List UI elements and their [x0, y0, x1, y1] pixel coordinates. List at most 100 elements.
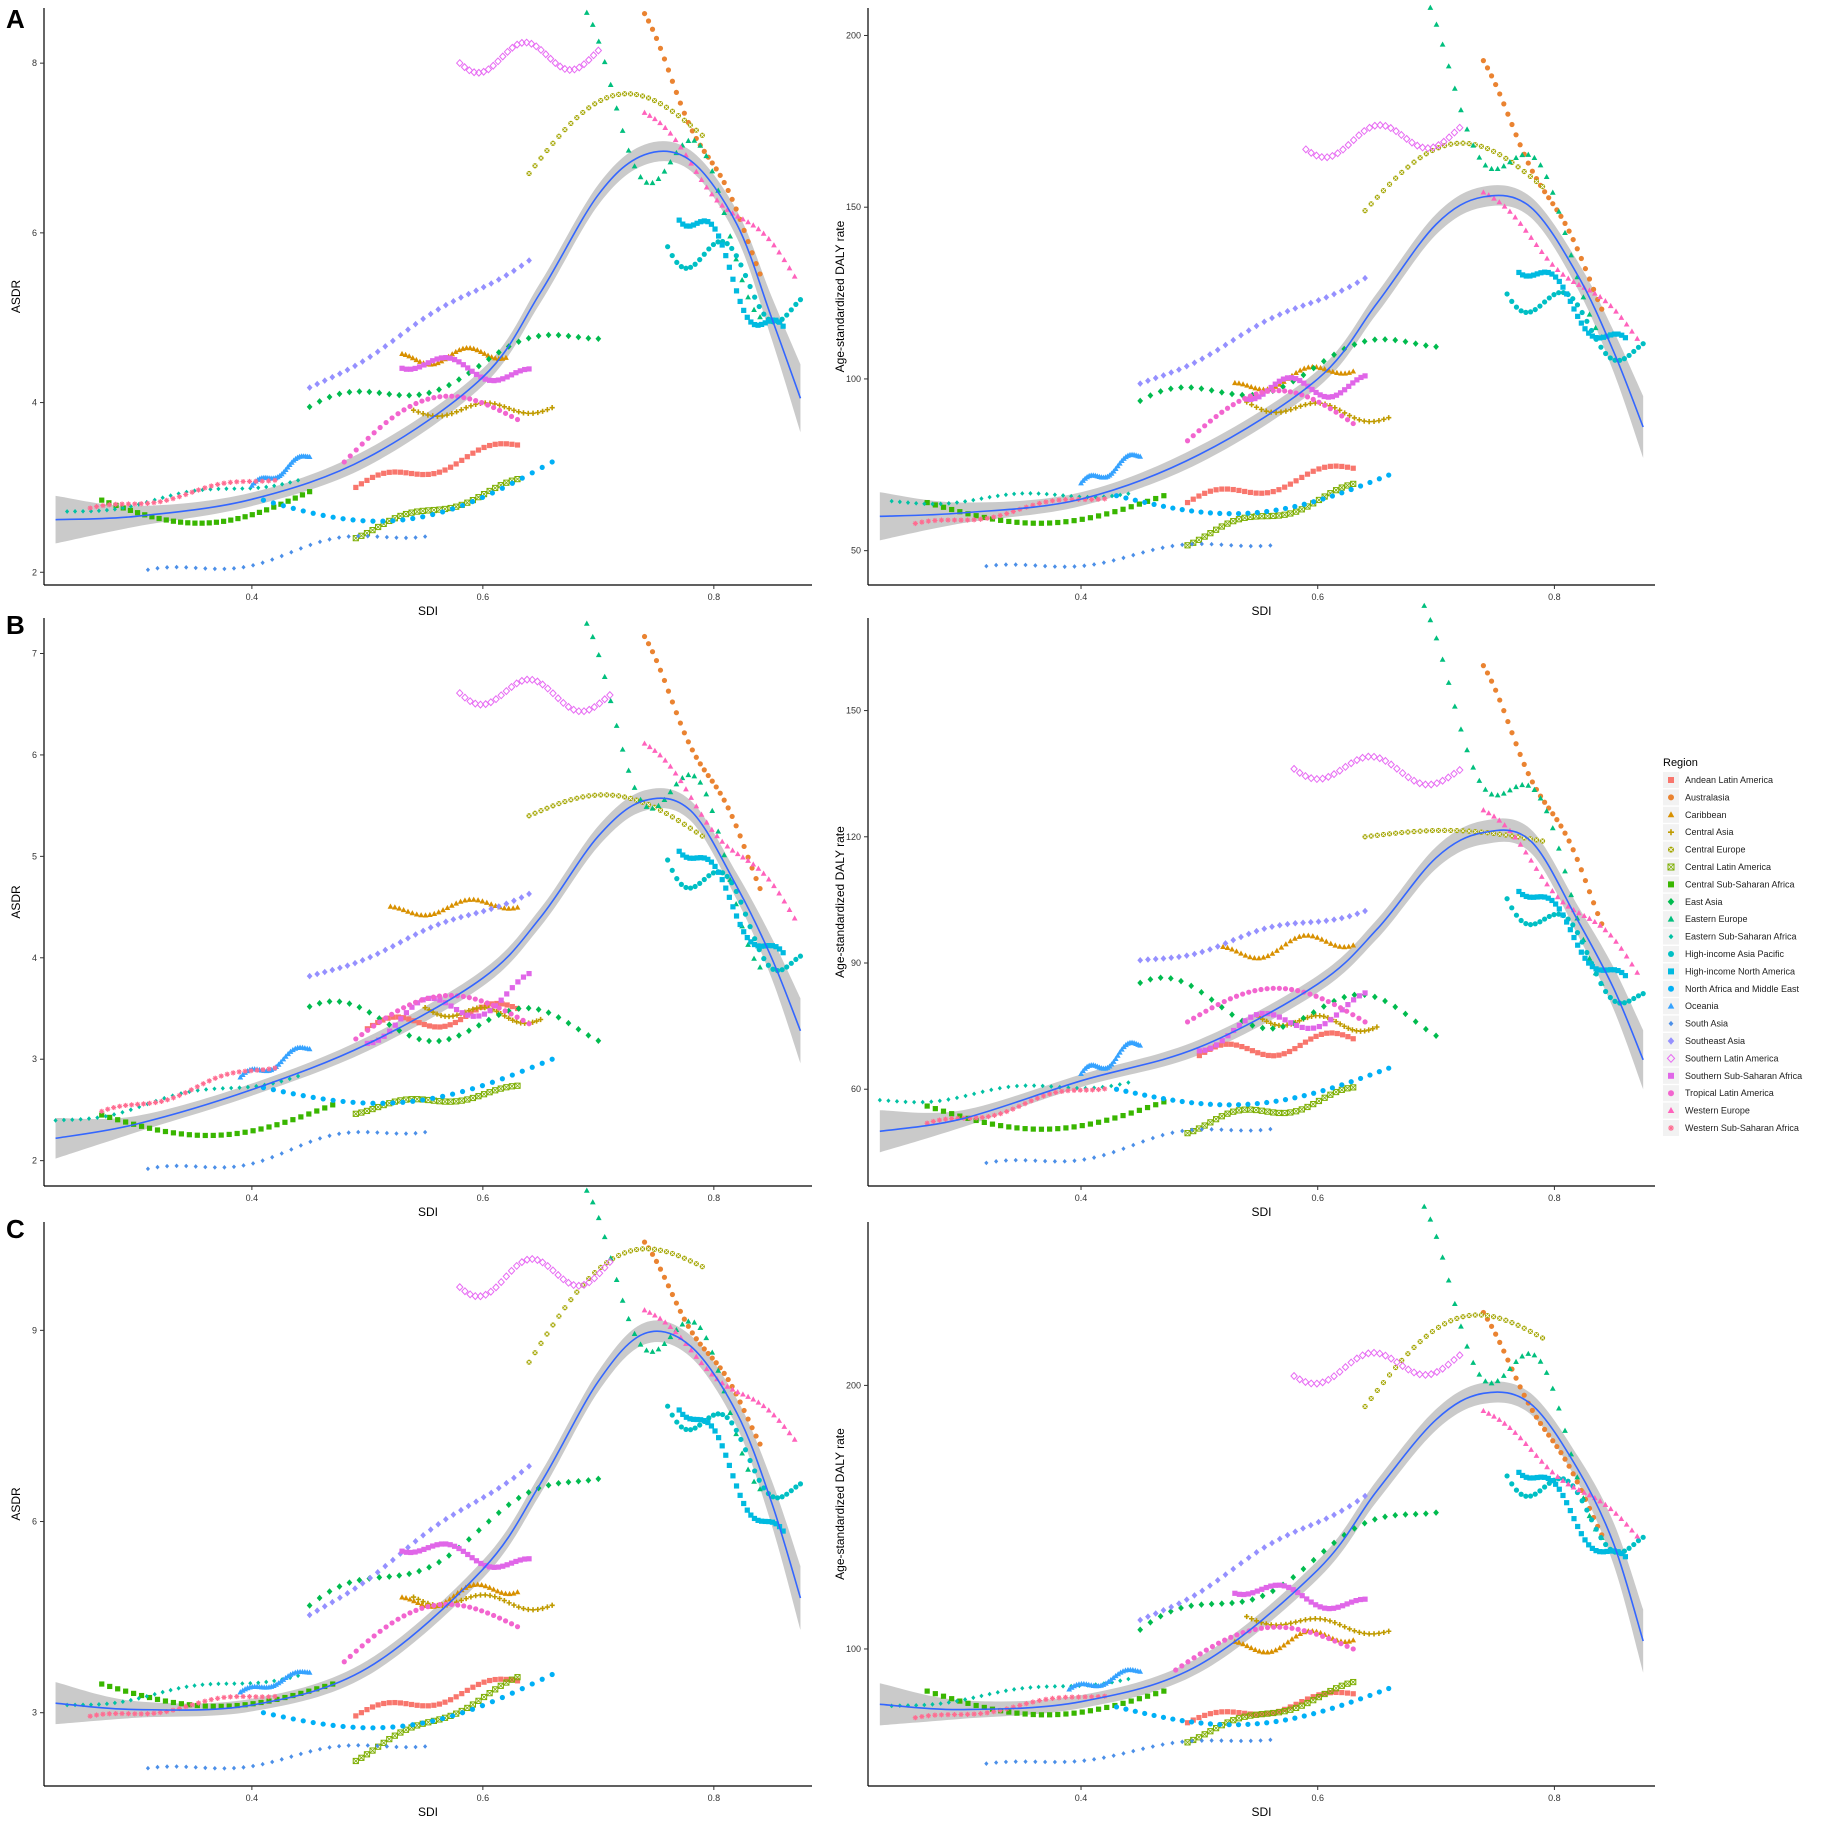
data-point: High-income Asia Pacific: 0.839, 142.24 [1598, 1535, 1604, 1541]
data-point: North Africa and Middle East: 0.582, 2.6… [459, 1088, 466, 1095]
data-point: Southern Sub-Saharan Africa: 0.572, 4.52 [447, 355, 453, 361]
data-point: Eastern Sub-Saharan Africa: 0.288, 3.17 [120, 1699, 125, 1705]
data-point: High-income North America: 0.795, 6.13 [705, 219, 711, 225]
data-point: Southern Latin America: 0.638, 8.24 [522, 38, 531, 47]
data-point: Southern Sub-Saharan Africa: 0.606, 115.… [1322, 1605, 1328, 1611]
data-point: Caribbean: 0.599, 5.00 [478, 1581, 485, 1588]
data-point: North Africa and Middle East: 0.427, 2.9… [280, 1714, 286, 1720]
data-point: Central Europe: 0.790, 5.20 [699, 833, 705, 839]
data-point: North Africa and Middle East: 0.444, 2.6… [300, 1093, 306, 1099]
data-point: Central Europe: 0.743, 226.48 [1484, 1313, 1491, 1319]
data-point: Southern Sub-Saharan Africa: 0.549, 121.… [1254, 1588, 1260, 1594]
data-point: Western Sub-Saharan Africa: 0.288, 75.08 [945, 1712, 951, 1718]
data-point: Western Europe: 0.834, 6.09 [750, 222, 757, 228]
data-point: Andean Latin America: 0.611, 3.52 [492, 1676, 498, 1683]
data-point: Southern Sub-Saharan Africa: 0.572, 5.64 [447, 1542, 453, 1548]
data-point: South Asia: 0.351, 2.14 [193, 1764, 198, 1770]
data-point: North Africa and Middle East: 0.539, 2.8… [410, 1722, 416, 1728]
data-point: Australasia: 0.812, 169.34 [1566, 1463, 1572, 1469]
data-point: Western Sub-Saharan Africa: 0.321, 3.00 [157, 1710, 163, 1716]
data-point: Central Sub-Saharan Africa: 0.401, 51.35 [1079, 1123, 1085, 1129]
data-point: Southern Latin America: 0.604, 201.16 [1318, 1378, 1327, 1387]
data-point: Western Sub-Saharan Africa: 0.332, 2.87 [170, 496, 176, 502]
data-point: Andean Latin America: 0.558, 3.12 [431, 1702, 437, 1708]
data-point: Central Europe: 0.645, 120.18 [1368, 833, 1374, 839]
data-point: Oceania: 0.450, 3.63 [306, 1669, 313, 1675]
data-point: Central Europe: 0.712, 5.60 [610, 792, 616, 798]
data-point: Caribbean: 0.561, 98.93 [1268, 1648, 1275, 1654]
data-point: Tropical Latin America: 0.583, 83.43 [1295, 988, 1301, 994]
data-point: Tropical Latin America: 0.506, 99.57 [1203, 1647, 1209, 1653]
data-point: High-income North America: 0.786, 165.05 [1534, 1474, 1540, 1481]
data-point: Central Asia: 0.650, 3.39 [538, 1016, 544, 1023]
data-point: Eastern Europe: 0.742, 201.54 [1482, 1378, 1489, 1384]
data-point: Central Asia: 0.544, 111.46 [1249, 1616, 1255, 1622]
data-point: Caribbean: 0.544, 97.65 [1248, 383, 1255, 390]
data-point: Eastern Europe: 0.835, 5.09 [751, 306, 757, 312]
data-point: Western Europe: 0.839, 98.87 [1597, 922, 1603, 928]
data-point: High-income Asia Pacific: 0.827, 116.78 [1584, 318, 1590, 324]
data-point: Southern Sub-Saharan Africa: 0.543, 94.0… [1248, 396, 1254, 403]
data-point: Southern Latin America: 0.662, 173.05 [1386, 123, 1395, 133]
series-central-europe: Central Europe: 0.640, 6.70Central Europ… [526, 91, 705, 177]
data-point: South Asia: 0.335, 1.95 [174, 1163, 179, 1169]
data-point: South Asia: 0.337, 57.13 [1003, 1759, 1009, 1765]
data-point: Western Europe: 0.839, 4.88 [755, 865, 762, 871]
data-point: South Asia: 0.552, 51.35 [1258, 543, 1263, 549]
data-point: Central Sub-Saharan Africa: 0.339, 76.05 [1006, 1709, 1012, 1715]
data-point: Eastern Sub-Saharan Africa: 0.389, 2.72 [237, 1085, 242, 1091]
data-point: Southern Sub-Saharan Africa: 0.606, 4.26 [487, 377, 493, 383]
data-point: Caribbean: 0.592, 4.63 [470, 345, 477, 351]
data-point: Australasia: 0.768, 171.08 [1513, 132, 1519, 138]
data-point: Oceania: 0.450, 3.36 [306, 453, 313, 460]
data-point: Central Latin America: 0.572, 60.46 [1281, 511, 1288, 518]
data-point: Andean Latin America: 0.558, 3.32 [432, 1024, 438, 1030]
data-point: Southeast Asia: 0.542, 114.09 [1245, 327, 1252, 334]
data-point: Southeast Asia: 0.542, 4.92 [412, 320, 419, 328]
data-point: Western Europe: 0.749, 152.54 [1491, 195, 1497, 201]
data-point: Caribbean: 0.623, 102.66 [1342, 1638, 1348, 1645]
data-point: Tropical Latin America: 0.509, 87.73 [1207, 418, 1213, 424]
data-point: Southeast Asia: 0.516, 4.08 [382, 946, 389, 954]
data-point: Western Sub-Saharan Africa: 0.315, 2.99 [151, 1710, 157, 1716]
data-point: East Asia: 0.536, 4.08 [406, 392, 413, 399]
data-point: Caribbean: 0.537, 101.83 [1240, 1641, 1246, 1647]
data-point: Eastern Europe: 0.793, 8.88 [703, 1334, 710, 1341]
data-point: Eastern Sub-Saharan Africa: 0.316, 82.18 [979, 1693, 984, 1699]
data-point: Eastern Europe: 0.731, 8.94 [631, 1330, 638, 1337]
data-point: South Asia: 0.401, 1.97 [250, 1161, 256, 1166]
data-point: Western Europe: 0.785, 5.49 [693, 803, 700, 809]
data-point: Southern Sub-Saharan Africa: 0.564, 98.4… [1272, 381, 1278, 387]
data-point: Tropical Latin America: 0.594, 4.02 [473, 398, 479, 404]
data-point: Australasia: 0.785, 8.87 [693, 1336, 699, 1342]
data-point: Western Sub-Saharan Africa: 0.266, 2.96 [93, 1712, 100, 1718]
data-point: Central Sub-Saharan Africa: 0.325, 51.70 [989, 1121, 996, 1127]
data-point: Southern Sub-Saharan Africa: 0.514, 70.5… [1213, 1042, 1220, 1048]
y-tick-label: 6 [32, 1517, 37, 1527]
data-point: North Africa and Middle East: 0.436, 2.6… [290, 1091, 296, 1097]
data-point: Tropical Latin America: 0.562, 3.62 [436, 993, 443, 999]
data-point: Western Sub-Saharan Africa: 0.384, 2.87 [230, 1070, 236, 1076]
data-point: Caribbean: 0.607, 95.07 [1323, 938, 1330, 944]
data-point: Central Asia: 0.635, 88.09 [1356, 417, 1362, 423]
data-point: Central Sub-Saharan Africa: 0.346, 58.26 [1014, 519, 1020, 525]
data-point: Western Sub-Saharan Africa: 0.370, 64.19 [1043, 499, 1049, 505]
data-point: North Africa and Middle East: 0.493, 72.… [1189, 1719, 1195, 1725]
series-high-income-asia-pacific: High-income Asia Pacific: 0.760, 165.65H… [1504, 1473, 1646, 1556]
data-point: Australasia: 0.757, 180.09 [1501, 101, 1507, 107]
data-point: North Africa and Middle East: 0.438, 59.… [1123, 1088, 1129, 1094]
legend-label: Southern Latin America [1685, 1053, 1779, 1063]
data-point: Western Europe: 0.758, 122.74 [1501, 822, 1508, 828]
data-point: Western Europe: 0.789, 5.41 [698, 811, 705, 817]
data-point: High-income North America: 0.835, 112.03 [1593, 335, 1599, 341]
data-point: Australasia: 0.788, 185.56 [1537, 1420, 1544, 1427]
legend-label: North Africa and Middle East [1685, 984, 1800, 994]
data-point: Central Latin America: 0.504, 51.37 [1201, 1122, 1208, 1129]
data-point: Central Sub-Saharan Africa: 0.408, 51.72 [1087, 1121, 1094, 1127]
data-point: Southeast Asia: 0.588, 99.58 [1300, 919, 1306, 926]
data-point: Andean Latin America: 0.490, 2.95 [353, 1713, 359, 1719]
data-point: East Asia: 0.510, 96.67 [1208, 387, 1215, 394]
data-point: Tropical Latin America: 0.568, 108.25 [1277, 1624, 1283, 1630]
data-point: Central Europe: 0.656, 6.97 [544, 147, 550, 154]
